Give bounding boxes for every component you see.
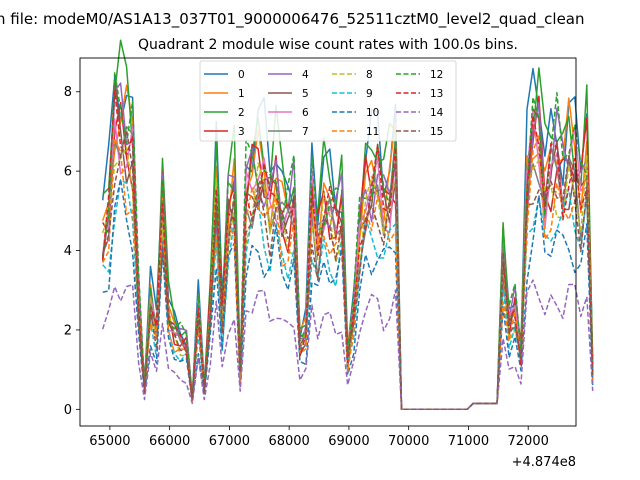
- y-tick-label: 8: [64, 85, 72, 100]
- legend-label-12: 12: [430, 69, 443, 81]
- legend-label-10: 10: [366, 107, 379, 119]
- x-axis: 65000 66000 67000 68000 69000 70000 71000 72000: [89, 426, 549, 449]
- series-line-13: [101, 90, 594, 411]
- chart-title: Quadrant 2 module wise count rates with …: [138, 37, 518, 53]
- legend-label-2: 2: [238, 107, 245, 119]
- legend-label-15: 15: [430, 126, 443, 138]
- legend-box: [199, 60, 457, 142]
- legend-label-4: 4: [302, 69, 309, 81]
- legend-label-6: 6: [302, 107, 309, 119]
- plot-frame: [79, 57, 577, 427]
- legend-label-0: 0: [238, 69, 245, 81]
- x-tick-label: 66000: [149, 434, 190, 449]
- legend-label-11: 11: [366, 126, 379, 138]
- series-line-15: [101, 129, 594, 411]
- x-offset-label: +4.874e8: [512, 455, 576, 470]
- legend-label-13: 13: [430, 88, 443, 100]
- legend-label-14: 14: [430, 107, 444, 119]
- y-tick-label: 6: [64, 165, 72, 180]
- series-line-14: [101, 279, 594, 411]
- legend-label-1: 1: [238, 88, 245, 100]
- y-axis: 0 2 4 6 8: [64, 85, 80, 418]
- y-tick-label: 0: [64, 403, 72, 418]
- x-tick-label: 70000: [388, 434, 429, 449]
- y-tick-label: 2: [64, 323, 72, 338]
- legend-label-8: 8: [366, 69, 373, 81]
- legend-label-3: 3: [238, 126, 245, 138]
- series-line-11: [102, 133, 594, 411]
- x-tick-label: 69000: [328, 434, 369, 449]
- x-tick-label: 71000: [448, 434, 489, 449]
- series-line-9: [102, 179, 594, 411]
- legend-label-5: 5: [302, 88, 309, 100]
- series-line-10: [102, 178, 594, 411]
- y-tick-label: 4: [64, 244, 72, 259]
- suptitle: n file: modeM0/AS1A13_037T01_9000006476_…: [0, 10, 585, 29]
- series-lines: [101, 39, 594, 411]
- x-tick-label: 72000: [508, 434, 549, 449]
- x-tick-label: 68000: [268, 434, 309, 449]
- legend-label-9: 9: [366, 88, 373, 100]
- x-tick-label: 67000: [209, 434, 250, 449]
- x-tick-label: 65000: [89, 434, 130, 449]
- legend-label-7: 7: [302, 126, 309, 138]
